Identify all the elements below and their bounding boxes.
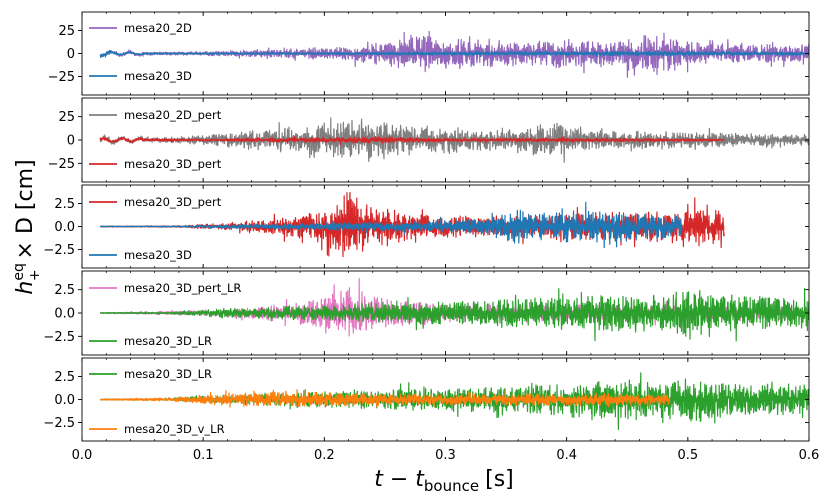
x-tick-label: 0.2 (314, 448, 335, 463)
x-axis-title: t − tbounce [s] (374, 467, 514, 495)
legend-label-mesa20_2D_pert: mesa20_2D_pert (124, 108, 222, 122)
x-axis-title-sub: bounce (424, 477, 479, 495)
panel-1: −25 0 25 mesa20_2D mesa20_3D (48, 11, 810, 96)
panels-layer: −25 0 25 mesa20_2D mesa20_3D −25 0 25 mesa20_2D_… (43, 11, 810, 442)
y-axis-title-rest: × D [cm] (13, 159, 38, 259)
x-axis-title-main: t − t (374, 467, 425, 492)
y-tick-label: 2.5 (54, 370, 75, 385)
x-tick-label: 0.6 (799, 448, 820, 463)
series-trace-mesa20_3D_pert (99, 135, 725, 146)
legend-label-mesa20_3D_v_LR: mesa20_3D_v_LR (124, 422, 225, 436)
legend-label-mesa20_3D: mesa20_3D (124, 69, 192, 83)
y-tick-label: 25 (58, 24, 75, 39)
x-tick-label: 0.3 (435, 448, 456, 463)
y-tick-label: 0.0 (54, 393, 75, 408)
y-tick-label: 2.5 (54, 283, 75, 298)
y-tick-label: 0.0 (54, 220, 75, 235)
y-tick-label: 0 (67, 134, 75, 149)
panel-2-traces (99, 117, 809, 163)
legend-label-mesa20_2D: mesa20_2D (124, 21, 192, 35)
x-tick-label: 0.5 (677, 448, 698, 463)
panel-4-traces (99, 277, 809, 342)
y-tick-label: −2.5 (43, 330, 75, 345)
y-tick-label: −2.5 (43, 243, 75, 258)
series-trace-mesa20_3D (99, 201, 683, 249)
series-trace-mesa20_3D_LR (99, 287, 809, 342)
panel-4: −2.5 0.0 2.5 mesa20_3D_pert_LR mesa20_3D_LR (43, 270, 810, 356)
legend-label-mesa20_3D: mesa20_3D (124, 248, 192, 262)
x-tick-label: 0.0 (72, 448, 93, 463)
y-axis-title-sup: eq (11, 263, 27, 281)
panel-2: −25 0 25 mesa20_2D_pert mesa20_3D_pert (48, 97, 810, 183)
legend-label-mesa20_3D_pert_LR: mesa20_3D_pert_LR (124, 281, 241, 295)
panel-3: −2.5 0.0 2.5 mesa20_3D_pert mesa20_3D (43, 184, 810, 269)
x-tick-label: 0.4 (556, 448, 577, 463)
y-axis-title: heq+ × D [cm] (11, 159, 43, 294)
panel-2-legend: mesa20_2D_pert mesa20_3D_pert (89, 108, 222, 171)
panel-5-traces (99, 372, 809, 431)
y-tick-label: −25 (48, 70, 75, 85)
y-tick-label: 0.0 (54, 307, 75, 322)
y-tick-label: −2.5 (43, 416, 75, 431)
legend-label-mesa20_3D_pert: mesa20_3D_pert (124, 195, 222, 209)
panel-1-traces (99, 30, 809, 78)
x-axis: 0.0 0.1 0.2 0.3 0.4 0.5 0.6 (72, 448, 820, 463)
panel-3-legend: mesa20_3D_pert mesa20_3D (89, 195, 222, 262)
panel-3-traces (99, 191, 725, 258)
legend-label-mesa20_3D_LR: mesa20_3D_LR (124, 367, 212, 381)
panel-5-legend: mesa20_3D_LR mesa20_3D_v_LR (89, 367, 225, 436)
panel-5: −2.5 0.0 2.5 mesa20_3D_LR mesa20_3D_v_LR (43, 357, 810, 442)
panel-1-legend: mesa20_2D mesa20_3D (89, 21, 192, 83)
legend-label-mesa20_3D_pert: mesa20_3D_pert (124, 157, 222, 171)
series-trace-mesa20_3D (99, 49, 809, 59)
y-axis-title-main: h (13, 281, 38, 295)
x-tick-label: 0.1 (193, 448, 214, 463)
x-axis-title-unit: [s] (485, 467, 514, 492)
y-tick-label: −25 (48, 157, 75, 172)
y-tick-label: 0 (67, 47, 75, 62)
y-axis-title-sub: + (27, 269, 43, 281)
panel-4-legend: mesa20_3D_pert_LR mesa20_3D_LR (89, 281, 241, 348)
y-tick-label: 25 (58, 110, 75, 125)
y-tick-label: 2.5 (54, 197, 75, 212)
series-trace-mesa20_3D_v_LR (99, 388, 671, 408)
legend-label-mesa20_3D_LR: mesa20_3D_LR (124, 334, 212, 348)
